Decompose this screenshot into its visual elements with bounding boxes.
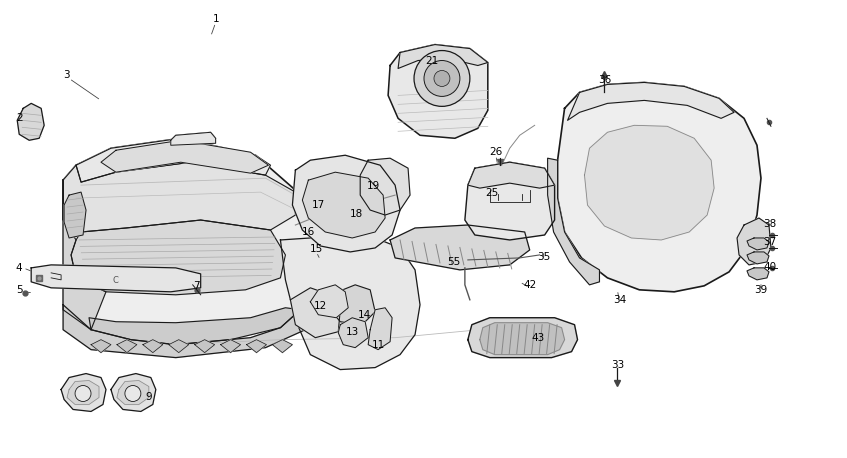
Text: 34: 34 xyxy=(612,295,626,305)
Text: 2: 2 xyxy=(16,113,23,123)
Polygon shape xyxy=(292,155,400,252)
Polygon shape xyxy=(557,82,761,292)
Polygon shape xyxy=(368,308,392,349)
Polygon shape xyxy=(76,138,270,182)
Polygon shape xyxy=(63,180,106,330)
Text: 26: 26 xyxy=(490,147,502,157)
Polygon shape xyxy=(465,162,555,240)
Text: 7: 7 xyxy=(193,281,200,291)
Polygon shape xyxy=(737,218,771,265)
Text: 43: 43 xyxy=(531,333,545,343)
Text: 19: 19 xyxy=(367,181,379,191)
Polygon shape xyxy=(63,138,315,340)
Polygon shape xyxy=(398,44,488,69)
Polygon shape xyxy=(63,162,296,232)
Polygon shape xyxy=(302,172,385,238)
Polygon shape xyxy=(171,132,216,145)
Polygon shape xyxy=(468,318,578,358)
Polygon shape xyxy=(330,285,375,325)
Polygon shape xyxy=(143,340,163,353)
Text: 15: 15 xyxy=(310,244,323,254)
Circle shape xyxy=(434,71,450,87)
Text: 38: 38 xyxy=(763,219,777,229)
Text: 37: 37 xyxy=(763,237,777,247)
Polygon shape xyxy=(584,125,714,240)
Text: 35: 35 xyxy=(537,252,551,262)
Polygon shape xyxy=(195,340,214,353)
Text: C: C xyxy=(113,276,119,285)
Circle shape xyxy=(424,60,460,96)
Text: 36: 36 xyxy=(598,76,611,86)
Text: 9: 9 xyxy=(146,393,152,403)
Circle shape xyxy=(414,50,470,106)
Polygon shape xyxy=(360,158,410,215)
Polygon shape xyxy=(117,340,137,353)
Polygon shape xyxy=(388,44,488,138)
Polygon shape xyxy=(89,308,301,345)
Polygon shape xyxy=(747,238,769,250)
Text: 55: 55 xyxy=(447,257,461,267)
Polygon shape xyxy=(63,305,306,358)
Polygon shape xyxy=(111,374,156,411)
Polygon shape xyxy=(747,268,769,280)
Text: 1: 1 xyxy=(213,14,219,24)
Text: 33: 33 xyxy=(611,360,624,370)
Text: 39: 39 xyxy=(755,285,767,295)
Circle shape xyxy=(75,386,91,402)
Polygon shape xyxy=(390,225,529,270)
Polygon shape xyxy=(310,285,348,318)
Polygon shape xyxy=(246,340,267,353)
Text: 25: 25 xyxy=(485,188,498,198)
Polygon shape xyxy=(291,288,340,338)
Polygon shape xyxy=(747,252,769,264)
Polygon shape xyxy=(273,340,292,353)
Text: 11: 11 xyxy=(372,340,385,349)
Polygon shape xyxy=(91,340,111,353)
Polygon shape xyxy=(338,318,368,348)
Text: 14: 14 xyxy=(357,310,371,320)
Polygon shape xyxy=(31,265,201,292)
Text: 13: 13 xyxy=(346,327,359,337)
Text: 12: 12 xyxy=(313,301,327,311)
Polygon shape xyxy=(64,192,86,238)
Polygon shape xyxy=(67,381,99,404)
Text: 17: 17 xyxy=(312,200,325,210)
Text: 4: 4 xyxy=(16,263,23,273)
Polygon shape xyxy=(567,82,734,120)
Polygon shape xyxy=(169,340,189,353)
Polygon shape xyxy=(101,140,268,173)
Polygon shape xyxy=(468,162,555,188)
Text: 18: 18 xyxy=(350,209,363,219)
Text: 3: 3 xyxy=(63,71,69,81)
Polygon shape xyxy=(280,235,420,370)
Polygon shape xyxy=(480,323,565,354)
Text: 16: 16 xyxy=(302,227,315,237)
Polygon shape xyxy=(17,104,44,140)
Text: 21: 21 xyxy=(425,55,439,65)
Circle shape xyxy=(125,386,141,402)
Polygon shape xyxy=(117,381,149,404)
Polygon shape xyxy=(61,374,106,411)
Text: 5: 5 xyxy=(16,285,23,295)
Polygon shape xyxy=(220,340,241,353)
Text: 42: 42 xyxy=(523,280,536,290)
Polygon shape xyxy=(548,158,600,285)
Text: 40: 40 xyxy=(763,262,777,272)
Polygon shape xyxy=(71,220,285,295)
